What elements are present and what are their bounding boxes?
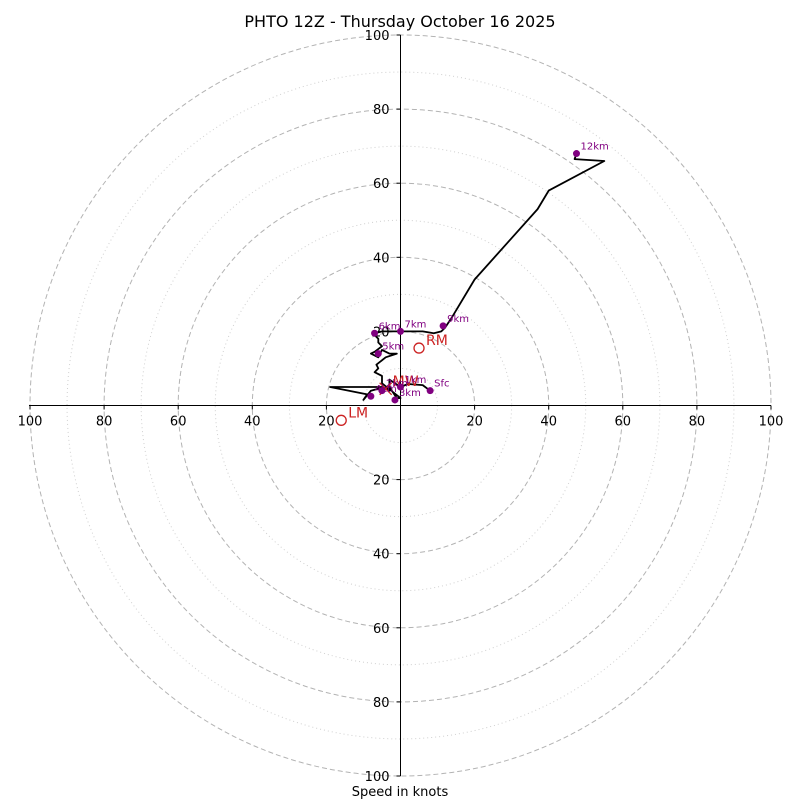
tick-label-bottom: 20 [373,474,390,489]
tick-label-left: 40 [244,415,261,430]
tick-label-right: 80 [689,415,706,430]
axes [29,35,771,776]
tick-marks: 2020202040404040606060608080808010010010… [18,29,784,785]
level-point-9km [439,322,447,330]
level-label-9km: 9km [447,314,469,325]
level-point-1km [397,383,404,391]
tick-label-bottom: 40 [373,548,390,563]
level-label-1km: 1km [405,375,427,386]
tick-label-bottom: 100 [365,770,390,785]
level-point-sfc [426,387,434,395]
level-label-4km: 4km [375,384,397,395]
level-point-6km [371,329,379,337]
tick-label-top: 80 [373,103,390,118]
level-label-2km: 2km [386,379,408,390]
level-point-2km [378,387,386,395]
tick-label-bottom: 60 [373,622,390,637]
tick-label-left: 80 [96,415,113,430]
level-label-12km: 12km [580,142,608,153]
level-label-3km: 3km [399,388,421,399]
storm-motion-rm-marker [413,342,425,354]
storm-motion-rm-label: RM [426,333,448,349]
tick-label-top: 100 [365,29,390,44]
tick-label-right: 40 [540,415,557,430]
storm-motion-lm-label: LM [348,405,368,421]
chart-title: PHTO 12Z - Thursday October 16 2025 [244,12,555,31]
level-point-4km [367,392,375,400]
tick-label-left: 20 [318,415,335,430]
level-label-5km: 5km [382,342,404,353]
level-label-6km: 6km [379,321,401,332]
hodograph-trace-line [329,153,606,401]
tick-label-left: 60 [170,415,187,430]
level-point-3km [391,396,399,404]
x-axis-label: Speed in knots [352,785,449,800]
wind-trace [329,153,606,401]
storm-motion-lm-marker [335,414,347,426]
level-label-7km: 7km [405,319,427,330]
tick-label-top: 40 [373,251,390,266]
tick-label-left: 100 [18,415,43,430]
tick-label-top: 60 [373,177,390,192]
tick-label-right: 100 [759,415,784,430]
tick-label-bottom: 80 [373,696,390,711]
tick-label-right: 60 [615,415,632,430]
tick-label-right: 20 [466,415,483,430]
level-point-7km [397,327,404,335]
level-label-sfc: Sfc [434,379,449,390]
level-point-12km [572,150,580,158]
level-point-5km [374,350,382,358]
